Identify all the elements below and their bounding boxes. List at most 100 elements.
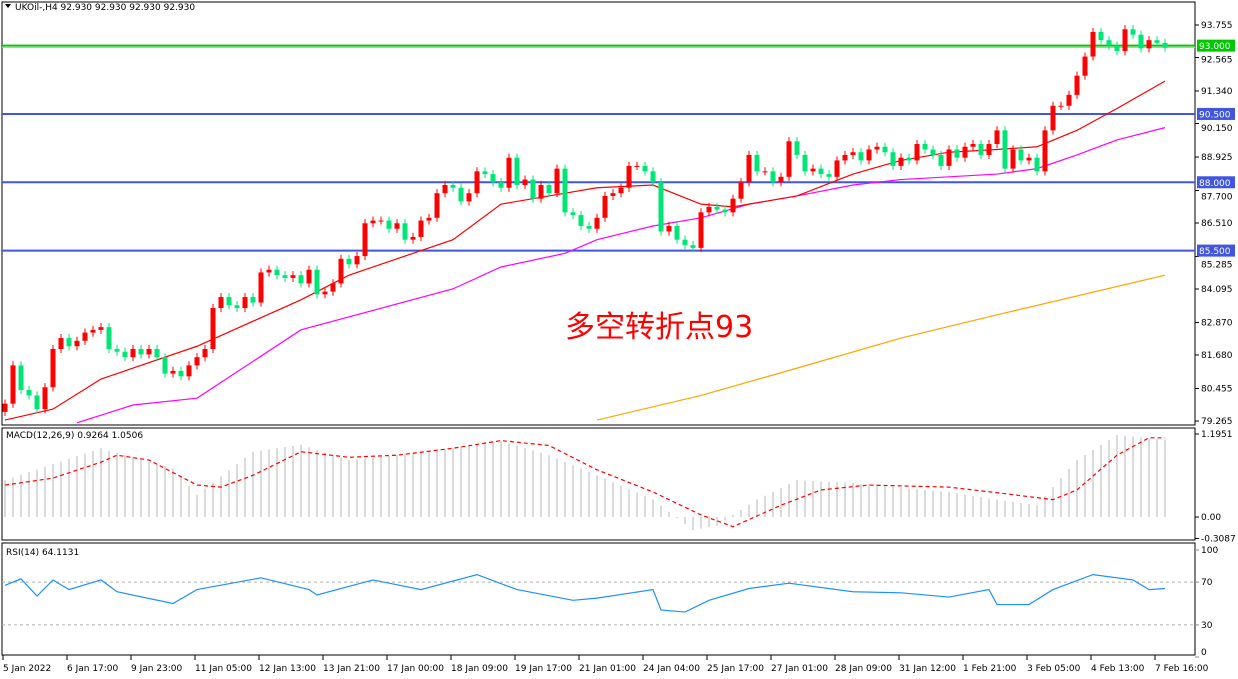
candle-body — [1050, 105, 1056, 131]
candle-body — [170, 370, 176, 374]
candle-body — [1138, 34, 1144, 49]
candle-body — [842, 154, 848, 161]
candle — [10, 361, 16, 408]
candle — [682, 235, 688, 250]
candle — [1122, 25, 1128, 56]
candle — [34, 391, 40, 414]
candle — [1090, 27, 1096, 61]
candle — [90, 325, 96, 337]
candle — [2, 399, 8, 416]
time-tick-label: 17 Jan 00:00 — [387, 664, 444, 674]
price-tick-label: 82.870 — [1201, 318, 1233, 328]
candle-body — [602, 195, 608, 218]
candle-body — [946, 149, 952, 166]
candle — [882, 142, 888, 157]
candle-body — [714, 206, 720, 210]
candle — [130, 344, 136, 362]
candle-body — [554, 168, 560, 194]
candle — [786, 137, 792, 181]
candle — [1050, 101, 1056, 135]
candle-body — [1058, 105, 1064, 107]
candle-body — [330, 283, 336, 292]
candle-body — [538, 185, 544, 199]
candle — [978, 139, 984, 160]
candle-body — [10, 365, 16, 404]
candle-body — [826, 174, 832, 177]
time-tick-label: 12 Jan 13:00 — [259, 664, 316, 674]
candle — [778, 172, 784, 187]
candle — [330, 279, 336, 296]
candle-body — [802, 154, 808, 172]
price-tick-label: 86.510 — [1201, 219, 1233, 229]
candle-body — [850, 152, 856, 155]
candle — [106, 323, 112, 354]
candle-body — [746, 154, 752, 183]
candle-body — [778, 176, 784, 183]
candle-body — [970, 144, 976, 147]
candle — [314, 265, 320, 299]
candle-body — [18, 365, 24, 390]
candle — [266, 265, 272, 277]
candle — [922, 139, 928, 154]
candle — [714, 202, 720, 214]
macd-tick-label: 1.1951 — [1201, 430, 1233, 440]
candle — [98, 323, 104, 334]
candle — [146, 344, 152, 359]
candle-body — [26, 389, 32, 396]
candle — [218, 292, 224, 313]
candle — [154, 344, 160, 362]
candle — [1010, 145, 1016, 173]
candle-body — [1106, 40, 1112, 46]
candle-body — [898, 157, 904, 166]
candle — [26, 385, 32, 400]
candle — [1018, 145, 1024, 165]
candle — [170, 366, 176, 378]
candle — [634, 161, 640, 170]
candle — [434, 189, 440, 222]
candle-body — [1066, 94, 1072, 106]
candle — [306, 265, 312, 288]
candle-body — [962, 146, 968, 158]
rsi-title: RSI(14) 64.1131 — [6, 548, 79, 558]
candle — [1138, 30, 1144, 53]
macd-signal-line — [4, 437, 1165, 528]
candle — [858, 148, 864, 165]
candle-body — [274, 269, 280, 276]
candle-body — [1018, 149, 1024, 161]
candle-body — [410, 236, 416, 240]
candle — [570, 208, 576, 220]
candle — [610, 189, 616, 201]
candle-body — [922, 144, 928, 150]
time-tick-label: 5 Jan 2022 — [3, 664, 51, 674]
candle — [114, 344, 120, 356]
candle-body — [754, 154, 760, 172]
time-tick-label: 27 Jan 01:00 — [771, 664, 828, 674]
candle-body — [450, 185, 456, 188]
candle-body — [570, 212, 576, 216]
time-tick-label: 13 Jan 21:00 — [323, 664, 380, 674]
candle-body — [1010, 149, 1016, 169]
candle-body — [1162, 42, 1168, 48]
candle-body — [626, 165, 632, 188]
candle-body — [1154, 40, 1160, 43]
candle — [650, 167, 656, 187]
candle — [1058, 101, 1064, 110]
candle-body — [482, 171, 488, 175]
candle-body — [378, 220, 384, 222]
candle-body — [562, 168, 568, 213]
candle-body — [354, 256, 360, 265]
candle-body — [1026, 157, 1032, 161]
level-tag-label: 90.500 — [1199, 110, 1231, 120]
candle-body — [938, 154, 944, 166]
candle — [226, 292, 232, 310]
candle-body — [954, 149, 960, 158]
candle — [450, 180, 456, 192]
candle — [482, 167, 488, 179]
time-tick-label: 1 Feb 21:00 — [963, 664, 1017, 674]
candle — [394, 219, 400, 233]
candle — [1034, 153, 1040, 176]
candle-body — [138, 348, 144, 355]
candle — [1042, 126, 1048, 176]
time-tick-label: 21 Jan 01:00 — [579, 664, 636, 674]
